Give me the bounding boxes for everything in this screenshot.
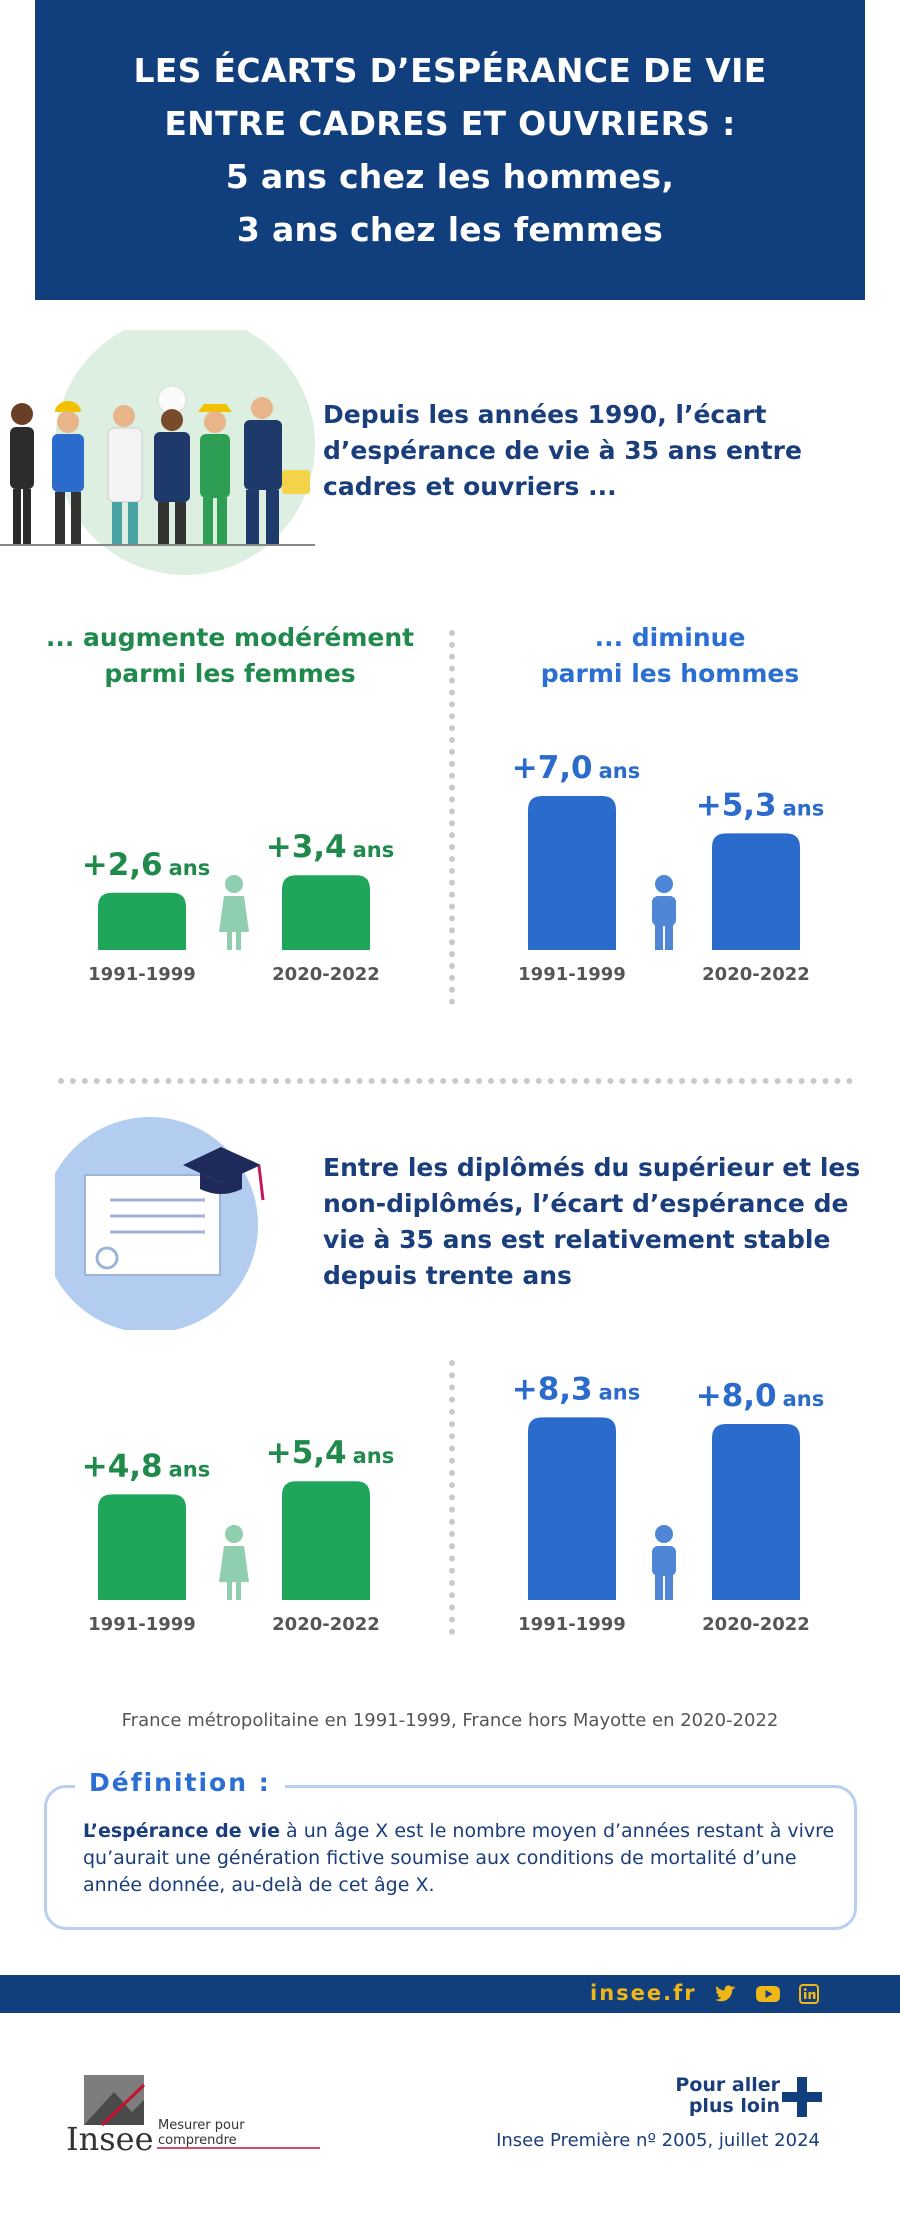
category-label: 1991-1999 <box>88 964 196 985</box>
category-label: 1991-1999 <box>88 1614 196 1635</box>
title-line-1: LES ÉCARTS D’ESPÉRANCE DE VIE <box>133 51 767 90</box>
intro-text: Depuis les années 1990, l’écart d’espéra… <box>323 400 802 501</box>
data-label: +4,8 ans <box>82 1448 211 1484</box>
page-header: LES ÉCARTS D’ESPÉRANCE DE VIE ENTRE CADR… <box>35 0 865 300</box>
women-heading-line-2: parmi les femmes <box>104 659 356 688</box>
category-label: 2020-2022 <box>702 1614 810 1635</box>
men-heading: ... diminue parmi les hommes <box>470 620 870 692</box>
chart-women-occupation: +2,6 ans 1991-1999 +3,4 ans 2020-2022 <box>60 700 420 1010</box>
data-label: +8,0 ans <box>696 1378 825 1414</box>
twitter-icon[interactable] <box>715 1984 737 2004</box>
chart-svg: +7,0 ans 1991-1999 +5,3 ans 2020-2022 <box>512 750 825 985</box>
data-label: +2,6 ans <box>82 847 211 883</box>
diploma-illustration <box>42 1110 295 1333</box>
definition-text: L’espérance de vie à un âge X est le nom… <box>83 1818 843 1899</box>
vertical-divider-2 <box>449 1360 455 1635</box>
linkedin-icon[interactable] <box>799 1984 821 2004</box>
category-label: 2020-2022 <box>272 964 380 985</box>
category-label: 1991-1999 <box>518 1614 626 1635</box>
more-info-link[interactable]: Pour aller plus loin <box>660 2075 780 2117</box>
data-label: +7,0 ans <box>512 750 641 786</box>
title-line-2: ENTRE CADRES ET OUVRIERS : <box>164 104 736 143</box>
woman-icon <box>219 1525 249 1600</box>
bar-1991-1999 <box>98 1494 186 1600</box>
publication-reference: Insee Première nº 2005, juillet 2024 <box>496 2130 820 2151</box>
bar-2020-2022 <box>282 875 370 950</box>
plus-icon[interactable] <box>782 2077 822 2117</box>
more-info-line-1: Pour aller <box>675 2074 780 2096</box>
chart-svg: +8,3 ans 1991-1999 +8,0 ans 2020-2022 <box>512 1371 825 1635</box>
data-label: +5,3 ans <box>696 787 825 823</box>
definition-box <box>44 1785 857 1930</box>
bar-1991-1999 <box>528 796 616 950</box>
man-icon <box>652 1525 676 1600</box>
intro-text-2: Entre les diplômés du supérieur et les n… <box>323 1153 861 1290</box>
bar-1991-1999 <box>98 892 186 950</box>
category-label: 1991-1999 <box>518 964 626 985</box>
title-line-4: 3 ans chez les femmes <box>236 210 664 249</box>
definition-term: L’espérance de vie <box>83 1820 281 1842</box>
footer-bar: insee.fr <box>0 1975 900 2013</box>
vertical-divider-1 <box>449 630 455 1005</box>
definition-title: Définition : <box>75 1768 285 1797</box>
title-line-3: 5 ans chez les hommes, <box>225 157 675 196</box>
horizontal-divider <box>58 1078 853 1084</box>
men-heading-line-1: ... diminue <box>594 623 746 652</box>
women-heading-line-1: ... augmente modérément <box>45 623 415 652</box>
bar-1991-1999 <box>528 1417 616 1600</box>
definition-body: à un âge X est le nombre moyen d’années … <box>83 1820 835 1896</box>
site-link[interactable]: insee.fr <box>590 1981 697 2005</box>
data-label: +3,4 ans <box>266 829 395 865</box>
woman-icon <box>219 875 249 950</box>
chart-men-diploma: +8,3 ans 1991-1999 +8,0 ans 2020-2022 <box>490 1330 850 1660</box>
chart-svg: +4,8 ans 1991-1999 +5,4 ans 2020-2022 <box>82 1435 395 1635</box>
chart-men-occupation: +7,0 ans 1991-1999 +5,3 ans 2020-2022 <box>490 700 850 1010</box>
data-label: +5,4 ans <box>266 1435 395 1471</box>
insee-logo[interactable]: Insee Mesurer pour comprendre <box>62 2070 322 2170</box>
chart-svg: +2,6 ans 1991-1999 +3,4 ans 2020-2022 <box>82 829 395 985</box>
man-icon <box>652 875 676 950</box>
category-label: 2020-2022 <box>702 964 810 985</box>
chart-women-diploma: +4,8 ans 1991-1999 +5,4 ans 2020-2022 <box>60 1330 420 1660</box>
data-label: +8,3 ans <box>512 1371 641 1407</box>
logo-tagline: Mesurer pour comprendre <box>158 2118 245 2148</box>
logo-wordmark: Insee <box>66 2120 154 2158</box>
youtube-icon[interactable] <box>756 1984 780 2004</box>
bar-2020-2022 <box>712 1424 800 1600</box>
bar-2020-2022 <box>282 1481 370 1600</box>
scope-note: France métropolitaine en 1991-1999, Fran… <box>121 1710 779 1731</box>
category-label: 2020-2022 <box>272 1614 380 1635</box>
more-info-line-2: plus loin <box>688 2095 780 2117</box>
men-heading-line-2: parmi les hommes <box>540 659 800 688</box>
women-heading: ... augmente modérément parmi les femmes <box>40 620 420 692</box>
workers-illustration <box>0 315 330 590</box>
bar-2020-2022 <box>712 833 800 950</box>
